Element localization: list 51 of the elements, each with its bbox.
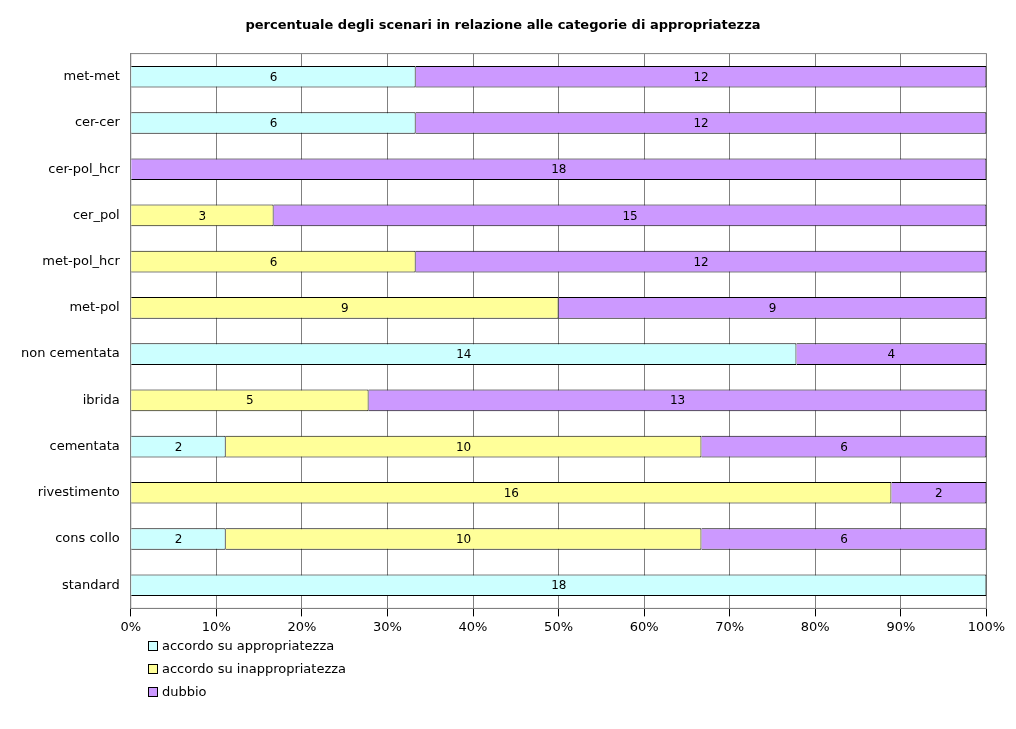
annotation: 6 <box>269 69 278 84</box>
y-tick-label: standard <box>62 576 120 592</box>
annotation: 12 <box>693 116 709 131</box>
y-tick-label: met-met <box>63 68 120 84</box>
y-tick-label: cementata <box>49 437 120 453</box>
annotation: 10 <box>455 439 472 454</box>
y-tick-label: cons collo <box>55 530 120 546</box>
annotation: 15 <box>622 208 638 223</box>
annotation: 3 <box>198 208 207 223</box>
y-tick-label: rivestimento <box>37 484 120 500</box>
y-tick-label: cer-pol_hcr <box>48 160 121 176</box>
annotation: 2 <box>174 532 183 547</box>
x-tick-label: 90% <box>886 618 916 634</box>
legend-label: accordo su inappropriatezza <box>162 661 347 676</box>
legend-label: accordo su appropriatezza <box>162 638 335 653</box>
chart-title: percentuale degli scenari in relazione alle categorie di appropriatezza <box>245 17 761 33</box>
annotation: 6 <box>269 254 278 269</box>
annotation: 6 <box>269 116 278 131</box>
x-tick-label: 20% <box>287 618 317 634</box>
x-tick-label: 50% <box>544 618 574 634</box>
annotation: 9 <box>768 301 777 316</box>
y-tick-label: non cementata <box>20 345 120 361</box>
x-tick-label: 40% <box>458 618 488 634</box>
annotation: 18 <box>551 162 567 177</box>
x-tick-label: 70% <box>715 618 745 634</box>
legend-label: dubbio <box>162 684 207 699</box>
x-tick-label: 80% <box>800 618 830 634</box>
x-tick-label: 60% <box>629 618 659 634</box>
annotation: 13 <box>669 393 686 408</box>
annotation: 2 <box>935 485 943 500</box>
x-tick-label: 100% <box>967 618 1005 634</box>
annotation: 4 <box>887 347 896 362</box>
annotation: 12 <box>693 69 709 84</box>
annotation: 5 <box>246 393 254 408</box>
annotation: 14 <box>456 347 472 362</box>
y-tick-label: met-pol_hcr <box>42 253 121 269</box>
annotation: 6 <box>840 439 848 454</box>
y-tick-label: ibrida <box>82 391 120 407</box>
x-tick-label: 10% <box>201 618 231 634</box>
annotation: 18 <box>551 578 567 593</box>
x-tick-label: 0% <box>120 618 142 634</box>
annotation: 10 <box>455 532 472 547</box>
y-tick-label: met-pol <box>69 299 120 315</box>
annotation: 9 <box>341 301 349 316</box>
annotation: 6 <box>840 532 848 547</box>
annotation: 12 <box>693 254 709 269</box>
annotation: 2 <box>174 439 183 454</box>
annotation: 16 <box>503 485 519 500</box>
y-tick-label: cer_pol <box>72 206 120 222</box>
y-tick-label: cer-cer <box>74 114 121 130</box>
x-tick-label: 30% <box>372 618 402 634</box>
